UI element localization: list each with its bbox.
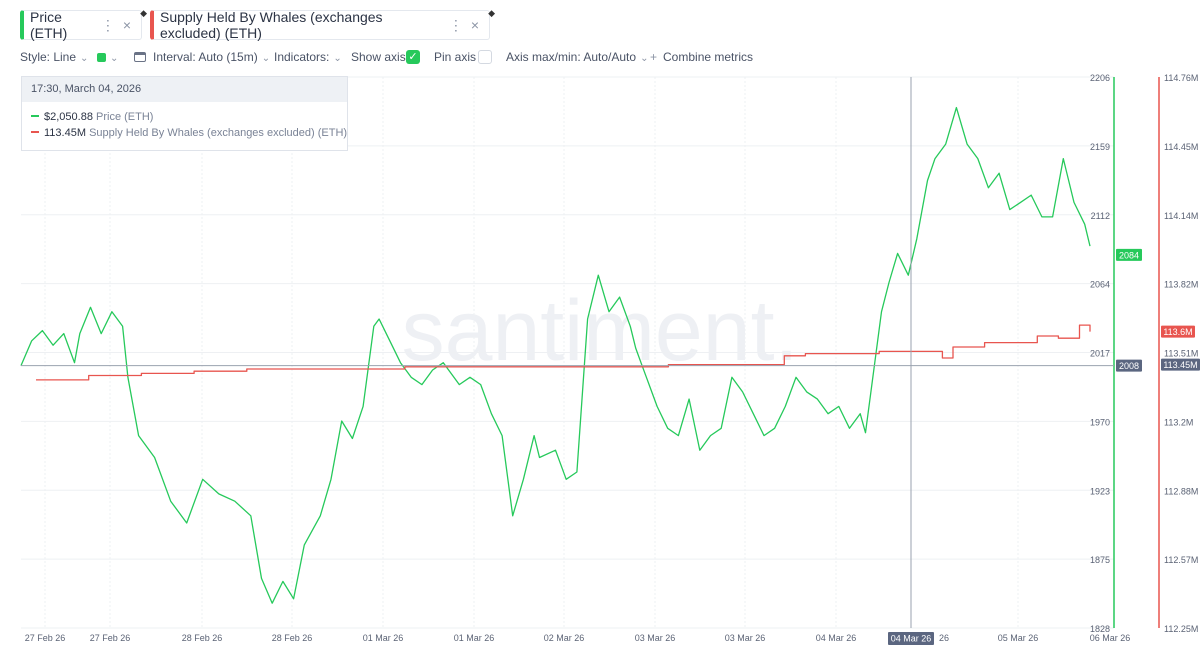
chevron-down-icon: ⌄	[261, 53, 271, 64]
chevron-down-icon: ⌄	[110, 53, 119, 64]
more-vertical-icon[interactable]: ⋮	[100, 16, 115, 33]
ethereum-icon: ◆	[140, 8, 147, 18]
right-axis-tick-label: 114.14M	[1164, 211, 1198, 221]
series-group	[20, 77, 1114, 628]
tooltip-whale-name: Supply Held By Whales (exchanges exclude…	[89, 127, 348, 139]
indicators-label: Indicators:	[274, 50, 330, 64]
badges: 2084 113.6M 2008 113.45M 04 Mar 26 26	[888, 248, 1200, 645]
tooltip-whale-value: 113.45M	[44, 127, 86, 139]
chevron-down-icon: ⌄	[80, 53, 89, 64]
right-axis-tick-label: 113.82M	[1164, 280, 1198, 290]
crosshair-whale-badge: 113.45M	[1163, 360, 1197, 370]
crosshair-tooltip: 17:30, March 04, 2026 $2,050.88 Price (E…	[21, 76, 348, 151]
crosshair-price-badge-bg	[1116, 359, 1142, 372]
right-axis-tick-label: 112.25M	[1164, 624, 1198, 634]
tooltip-price-value: $2,050.88	[44, 111, 93, 123]
crosshair-x-badge: 04 Mar 26	[891, 634, 932, 644]
left-axis-tick-label: 2064	[1090, 280, 1110, 290]
crosshair-x-badge-bg	[888, 632, 934, 645]
x-axis-tick-label: 27 Feb 26	[90, 633, 131, 643]
whale-last-badge-bg	[1161, 325, 1195, 338]
axes: 2206 2159 2112 2064 2017 1970 1923 1875 1828 114.…	[25, 73, 1199, 643]
combine-metrics-button[interactable]: + Combine metrics	[650, 50, 753, 64]
axis-maxmin-label: Axis max/min: Auto/Auto	[506, 50, 637, 64]
metric-tab-whales[interactable]: Supply Held By Whales (exchanges exclude…	[150, 8, 495, 41]
x-axis-tick-label: 05 Mar 26	[998, 633, 1039, 643]
price-last-badge-bg	[1116, 248, 1142, 261]
left-axis-tick-label: 1970	[1090, 417, 1110, 427]
x-axis-tick-label: 03 Mar 26	[725, 633, 766, 643]
right-axis-tick-label: 114.45M	[1164, 142, 1198, 152]
watermark: santiment.	[402, 283, 799, 379]
left-axis-tick-label: 1923	[1090, 486, 1110, 496]
axis-maxmin-select[interactable]: Axis max/min: Auto/Auto ⌄	[506, 50, 648, 64]
style-select[interactable]: Style: Line ⌄	[20, 50, 88, 64]
chevron-down-icon: ⌄	[333, 53, 342, 64]
pin-axis-checkbox[interactable]	[478, 50, 492, 64]
interval-select[interactable]: Interval: Auto (15m) ⌄	[134, 50, 270, 64]
crosshair-whale-badge-bg	[1161, 358, 1200, 371]
right-axis-tick-label: 114.76M	[1164, 73, 1198, 83]
close-icon[interactable]: ×	[470, 17, 479, 33]
right-axis-tick-label: 112.88M	[1164, 486, 1198, 496]
chevron-down-icon: ⌄	[640, 53, 649, 64]
right-axis-tick-label: 113.2M	[1164, 417, 1193, 427]
right-axis-tick-label: 112.57M	[1164, 555, 1198, 565]
pin-axis-label: Pin axis	[434, 50, 477, 64]
crosshair-price-badge: 2008	[1119, 361, 1139, 371]
x-axis-tick-label: 28 Feb 26	[272, 633, 313, 643]
color-swatch	[97, 53, 106, 62]
metric-tab-label: Price (ETH)	[30, 9, 68, 41]
color-select[interactable]: ⌄	[97, 50, 118, 64]
x-axis-tick-label: 28 Feb 26	[182, 633, 223, 643]
calendar-icon	[134, 52, 146, 62]
legend-line-icon	[31, 115, 39, 117]
x-axis-tick-label: 01 Mar 26	[454, 633, 495, 643]
x-axis-tick-label: 27 Feb 26	[25, 633, 66, 643]
x-axis-tick-label: 04 Mar 26	[816, 633, 857, 643]
left-axis-tick-label: 2017	[1090, 349, 1110, 359]
left-axis-tick-label: 2206	[1090, 73, 1110, 83]
chart-toolbar: Style: Line ⌄ ⌄ Interval: Auto (15m) ⌄ Ind…	[0, 48, 1200, 68]
whale-last-badge: 113.6M	[1163, 327, 1192, 337]
show-axis-label: Show axis	[351, 50, 406, 64]
left-axis-tick-label: 1828	[1090, 624, 1110, 634]
tooltip-row-price: $2,050.88 Price (ETH)	[31, 111, 153, 123]
right-axis-tick-label: 113.51M	[1164, 349, 1198, 359]
interval-label: Interval: Auto (15m)	[153, 50, 258, 64]
legend-line-icon	[31, 131, 39, 133]
combine-metrics-label: Combine metrics	[663, 50, 754, 64]
tooltip-price-name: Price (ETH)	[96, 111, 154, 123]
show-axis-checkbox[interactable]: ✓	[406, 50, 420, 64]
indicators-select[interactable]: Indicators: ⌄	[274, 50, 342, 64]
tooltip-time: 17:30, March 04, 2026	[22, 77, 347, 102]
metric-tab-label: Supply Held By Whales (exchanges exclude…	[160, 9, 383, 41]
ethereum-icon: ◆	[488, 8, 495, 18]
tooltip-row-whales: 113.45M Supply Held By Whales (exchanges…	[31, 127, 347, 139]
left-axis-tick-label: 1875	[1090, 555, 1110, 565]
grid	[21, 76, 1114, 629]
style-label: Style: Line	[20, 50, 77, 64]
metric-tab-price[interactable]: Price (ETH) ⋮ × ◆	[20, 8, 147, 41]
x-axis-tick-label-partial: 26	[939, 633, 949, 643]
more-vertical-icon[interactable]: ⋮	[448, 16, 463, 33]
price-last-badge: 2084	[1119, 250, 1139, 260]
plus-icon: +	[650, 50, 658, 64]
price-line	[20, 106, 1091, 604]
close-icon[interactable]: ×	[122, 17, 131, 33]
x-axis-tick-label: 02 Mar 26	[544, 633, 585, 643]
x-axis-tick-label: 03 Mar 26	[635, 633, 676, 643]
left-axis-tick-label: 2112	[1091, 211, 1110, 221]
left-axis-tick-label: 2159	[1090, 142, 1110, 152]
check-icon: ✓	[408, 51, 418, 63]
x-axis-tick-label: 06 Mar 26	[1090, 633, 1131, 643]
x-axis-tick-label: 01 Mar 26	[363, 633, 404, 643]
whale-supply-line	[36, 324, 1091, 381]
